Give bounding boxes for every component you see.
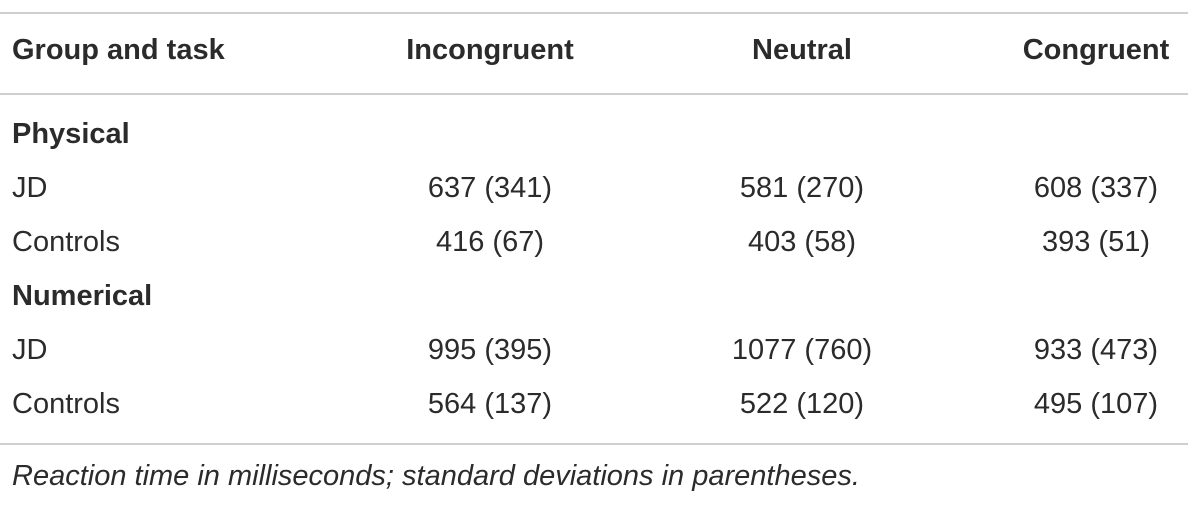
cell-congruent: 495 (107) (1033, 388, 1159, 420)
cell-congruent: 608 (337) (1033, 172, 1159, 204)
cell-incongruent: 995 (395) (427, 334, 553, 366)
section-title-numerical: Numerical (12, 280, 153, 312)
header-group-and-task: Group and task (12, 34, 225, 66)
table-top-rule (0, 12, 1188, 14)
table-bottom-rule (0, 443, 1188, 445)
header-incongruent: Incongruent (406, 34, 574, 66)
row-label: JD (12, 334, 48, 366)
cell-congruent: 393 (51) (1041, 226, 1150, 258)
row-label: Controls (12, 226, 120, 258)
cell-incongruent: 637 (341) (427, 172, 553, 204)
cell-neutral: 403 (58) (747, 226, 856, 258)
cell-neutral: 581 (270) (739, 172, 865, 204)
cell-incongruent: 416 (67) (435, 226, 544, 258)
header-neutral: Neutral (752, 34, 852, 66)
cell-incongruent: 564 (137) (427, 388, 553, 420)
table-footnote: Reaction time in milliseconds; standard … (12, 460, 860, 492)
cell-congruent: 933 (473) (1033, 334, 1159, 366)
header-congruent: Congruent (1022, 34, 1170, 66)
row-label: JD (12, 172, 48, 204)
row-label: Controls (12, 388, 120, 420)
cell-neutral: 522 (120) (739, 388, 865, 420)
section-title-physical: Physical (12, 118, 130, 150)
header-rule (0, 93, 1188, 95)
cell-neutral: 1077 (760) (731, 334, 873, 366)
